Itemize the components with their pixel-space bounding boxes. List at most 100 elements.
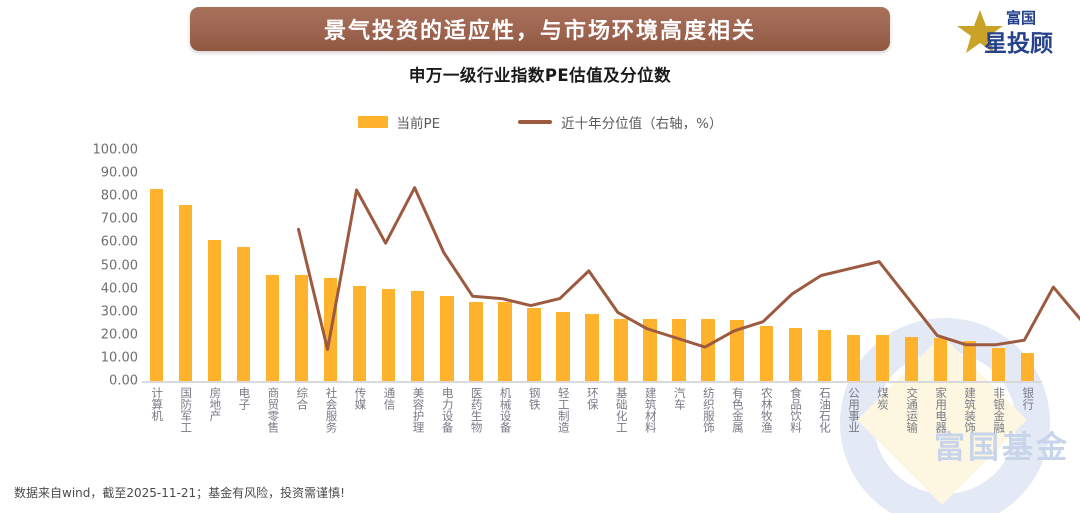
bar[interactable]: [382, 288, 396, 381]
legend-item-current-pe: 当前PE: [357, 112, 441, 132]
bar-slot: [403, 150, 432, 381]
x-axis-category-label: 建筑装饰: [963, 387, 978, 433]
y-axis-tick: 20.00: [100, 327, 138, 343]
bar[interactable]: [1020, 353, 1035, 381]
bar-slot: [984, 150, 1013, 381]
bar-slot: [229, 150, 258, 381]
x-label-slot: 纺织服饰: [694, 387, 723, 479]
bar-slot: [200, 150, 229, 381]
x-axis-labels: 计算机 国防军工 房地产 电子 商贸零售 综合 社会服务 传媒 通信 美容护理 电力设备 医药生物 机械…: [142, 387, 1042, 479]
legend-label-percentile: 近十年分位值（右轴，%）: [561, 116, 723, 132]
line-series: [284, 160, 1080, 391]
bar[interactable]: [178, 205, 193, 381]
x-label-slot: 交通运输: [897, 387, 926, 479]
bar-slot: [607, 150, 636, 381]
bar-slot: [287, 150, 316, 381]
bar[interactable]: [933, 338, 948, 381]
x-axis-category-label: 钢铁: [527, 387, 542, 410]
svg-text:星投顾: 星投顾: [984, 31, 1053, 57]
bar[interactable]: [643, 318, 657, 381]
bar[interactable]: [962, 340, 977, 381]
x-axis-category-label: 煤炭: [876, 387, 891, 410]
bar[interactable]: [236, 247, 251, 381]
bar-series: [142, 150, 1042, 381]
bar[interactable]: [295, 274, 309, 381]
bar-slot: [258, 150, 287, 381]
y-axis-tick: 0.00: [109, 373, 138, 389]
bar[interactable]: [701, 318, 715, 381]
x-axis-category-label: 石油石化: [817, 387, 832, 433]
footnote: 数据来自wind，截至2025-11-21；基金有风险，投资需谨慎!: [14, 486, 345, 500]
x-label-slot: 基础化工: [607, 387, 636, 479]
bar[interactable]: [991, 347, 1006, 381]
y-axis-tick: 100.00: [92, 142, 139, 158]
bar[interactable]: [672, 318, 686, 381]
bar[interactable]: [527, 308, 541, 381]
banner-title: 景气投资的适应性，与市场环境高度相关: [323, 19, 756, 44]
legend-label-current-pe: 当前PE: [396, 116, 441, 132]
chart-title: 申万一级行业指数PE估值及分位数: [408, 66, 672, 85]
bar[interactable]: [353, 286, 367, 381]
bar[interactable]: [207, 240, 222, 381]
x-axis-category-label: 综合: [295, 387, 310, 410]
x-axis-category-label: 国防军工: [179, 387, 194, 433]
bar[interactable]: [817, 330, 831, 381]
title-banner: 景气投资的适应性，与市场环境高度相关: [190, 7, 890, 51]
x-label-slot: 建筑材料: [636, 387, 665, 479]
bar[interactable]: [788, 327, 802, 381]
bar[interactable]: [265, 274, 280, 381]
x-label-slot: 机械设备: [490, 387, 519, 479]
y-axis: 100.00 90.00 80.00 70.00 60.00 50.00 40.00 30.0…: [78, 143, 139, 389]
bar[interactable]: [614, 318, 628, 381]
bar[interactable]: [846, 334, 860, 381]
bar[interactable]: [149, 189, 164, 381]
x-axis-category-label: 银行: [1021, 387, 1036, 410]
bar-slot: [636, 150, 665, 381]
x-axis-line: [142, 381, 1042, 383]
x-axis-category-label: 有色金属: [730, 387, 745, 433]
bar[interactable]: [498, 302, 512, 381]
bar-slot: [694, 150, 723, 381]
bar-slot: [1013, 150, 1042, 381]
bar-slot: [781, 150, 810, 381]
bar-slot: [519, 150, 548, 381]
x-axis-category-label: 电力设备: [440, 387, 455, 433]
bar[interactable]: [585, 314, 599, 381]
bar[interactable]: [904, 337, 918, 381]
bar-slot: [548, 150, 577, 381]
x-label-slot: 食品饮料: [781, 387, 810, 479]
x-axis-category-label: 社会服务: [324, 387, 339, 433]
x-label-slot: 计算机: [142, 387, 171, 479]
x-axis-category-label: 食品饮料: [788, 387, 803, 433]
legend-item-percentile: 近十年分位值（右轴，%）: [518, 112, 723, 132]
brand-logo: 富国 星投顾: [954, 4, 1066, 60]
bar-slot: [897, 150, 926, 381]
x-axis-category-label: 通信: [382, 387, 397, 410]
bar[interactable]: [440, 295, 454, 381]
svg-text:富国: 富国: [1006, 9, 1036, 27]
legend-bar-swatch: [357, 116, 388, 128]
bar[interactable]: [875, 334, 889, 381]
bar[interactable]: [469, 302, 483, 381]
legend-line-swatch: [518, 120, 553, 124]
bar[interactable]: [730, 319, 744, 381]
x-axis-category-label: 商贸零售: [266, 387, 281, 433]
bar[interactable]: [411, 290, 425, 381]
x-label-slot: 商贸零售: [258, 387, 287, 479]
x-axis-category-label: 公用事业: [847, 387, 862, 433]
bar-slot: [577, 150, 606, 381]
bar-slot: [142, 150, 171, 381]
x-axis-category-label: 计算机: [150, 387, 165, 422]
bar[interactable]: [556, 311, 570, 381]
x-label-slot: 公用事业: [839, 387, 868, 479]
x-label-slot: 电子: [229, 387, 258, 479]
chart-legend: 当前PE 近十年分位值（右轴，%）: [0, 112, 1080, 132]
x-label-slot: 银行: [1013, 387, 1042, 479]
bar-slot: [810, 150, 839, 381]
x-axis-category-label: 家用电器: [934, 387, 949, 433]
bar[interactable]: [759, 325, 773, 381]
x-axis-category-label: 美容护理: [411, 387, 426, 433]
plot-canvas: [142, 150, 1042, 381]
x-label-slot: 农林牧渔: [752, 387, 781, 479]
